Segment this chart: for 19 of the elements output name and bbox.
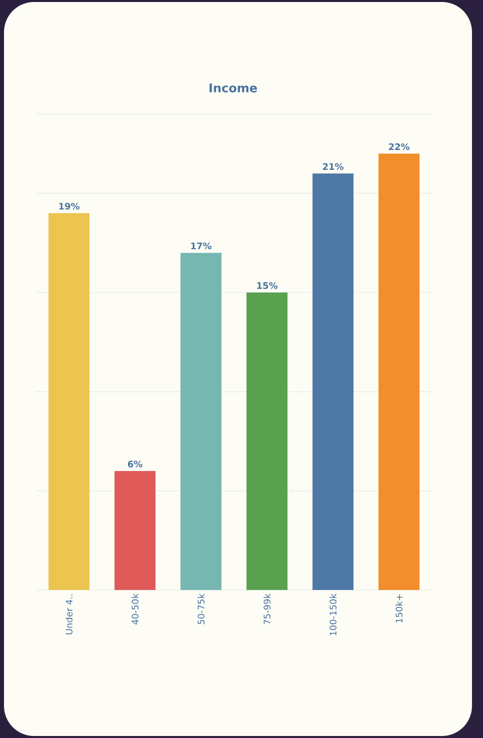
bar	[48, 213, 90, 590]
chart-title: Income	[210, 84, 257, 92]
bar	[114, 470, 156, 590]
x-tick-label: 75-99k	[264, 594, 270, 624]
x-tick-label: 50-75k	[198, 594, 204, 624]
data-label: 19%	[59, 202, 80, 210]
bar	[378, 154, 420, 590]
data-label: 22%	[388, 143, 410, 150]
bar	[312, 173, 354, 590]
x-tick-label: Under 4..	[66, 594, 72, 634]
x-tick-label: 100-150k	[330, 594, 336, 636]
x-tick-label: 40-50k	[132, 594, 138, 624]
data-label: 17%	[191, 242, 212, 250]
data-label: 15%	[257, 282, 278, 289]
data-label: 6%	[128, 460, 142, 468]
bar	[246, 292, 288, 590]
data-label: 21%	[322, 163, 344, 170]
x-tick-label: 150k+	[396, 594, 402, 622]
bar	[180, 252, 222, 590]
